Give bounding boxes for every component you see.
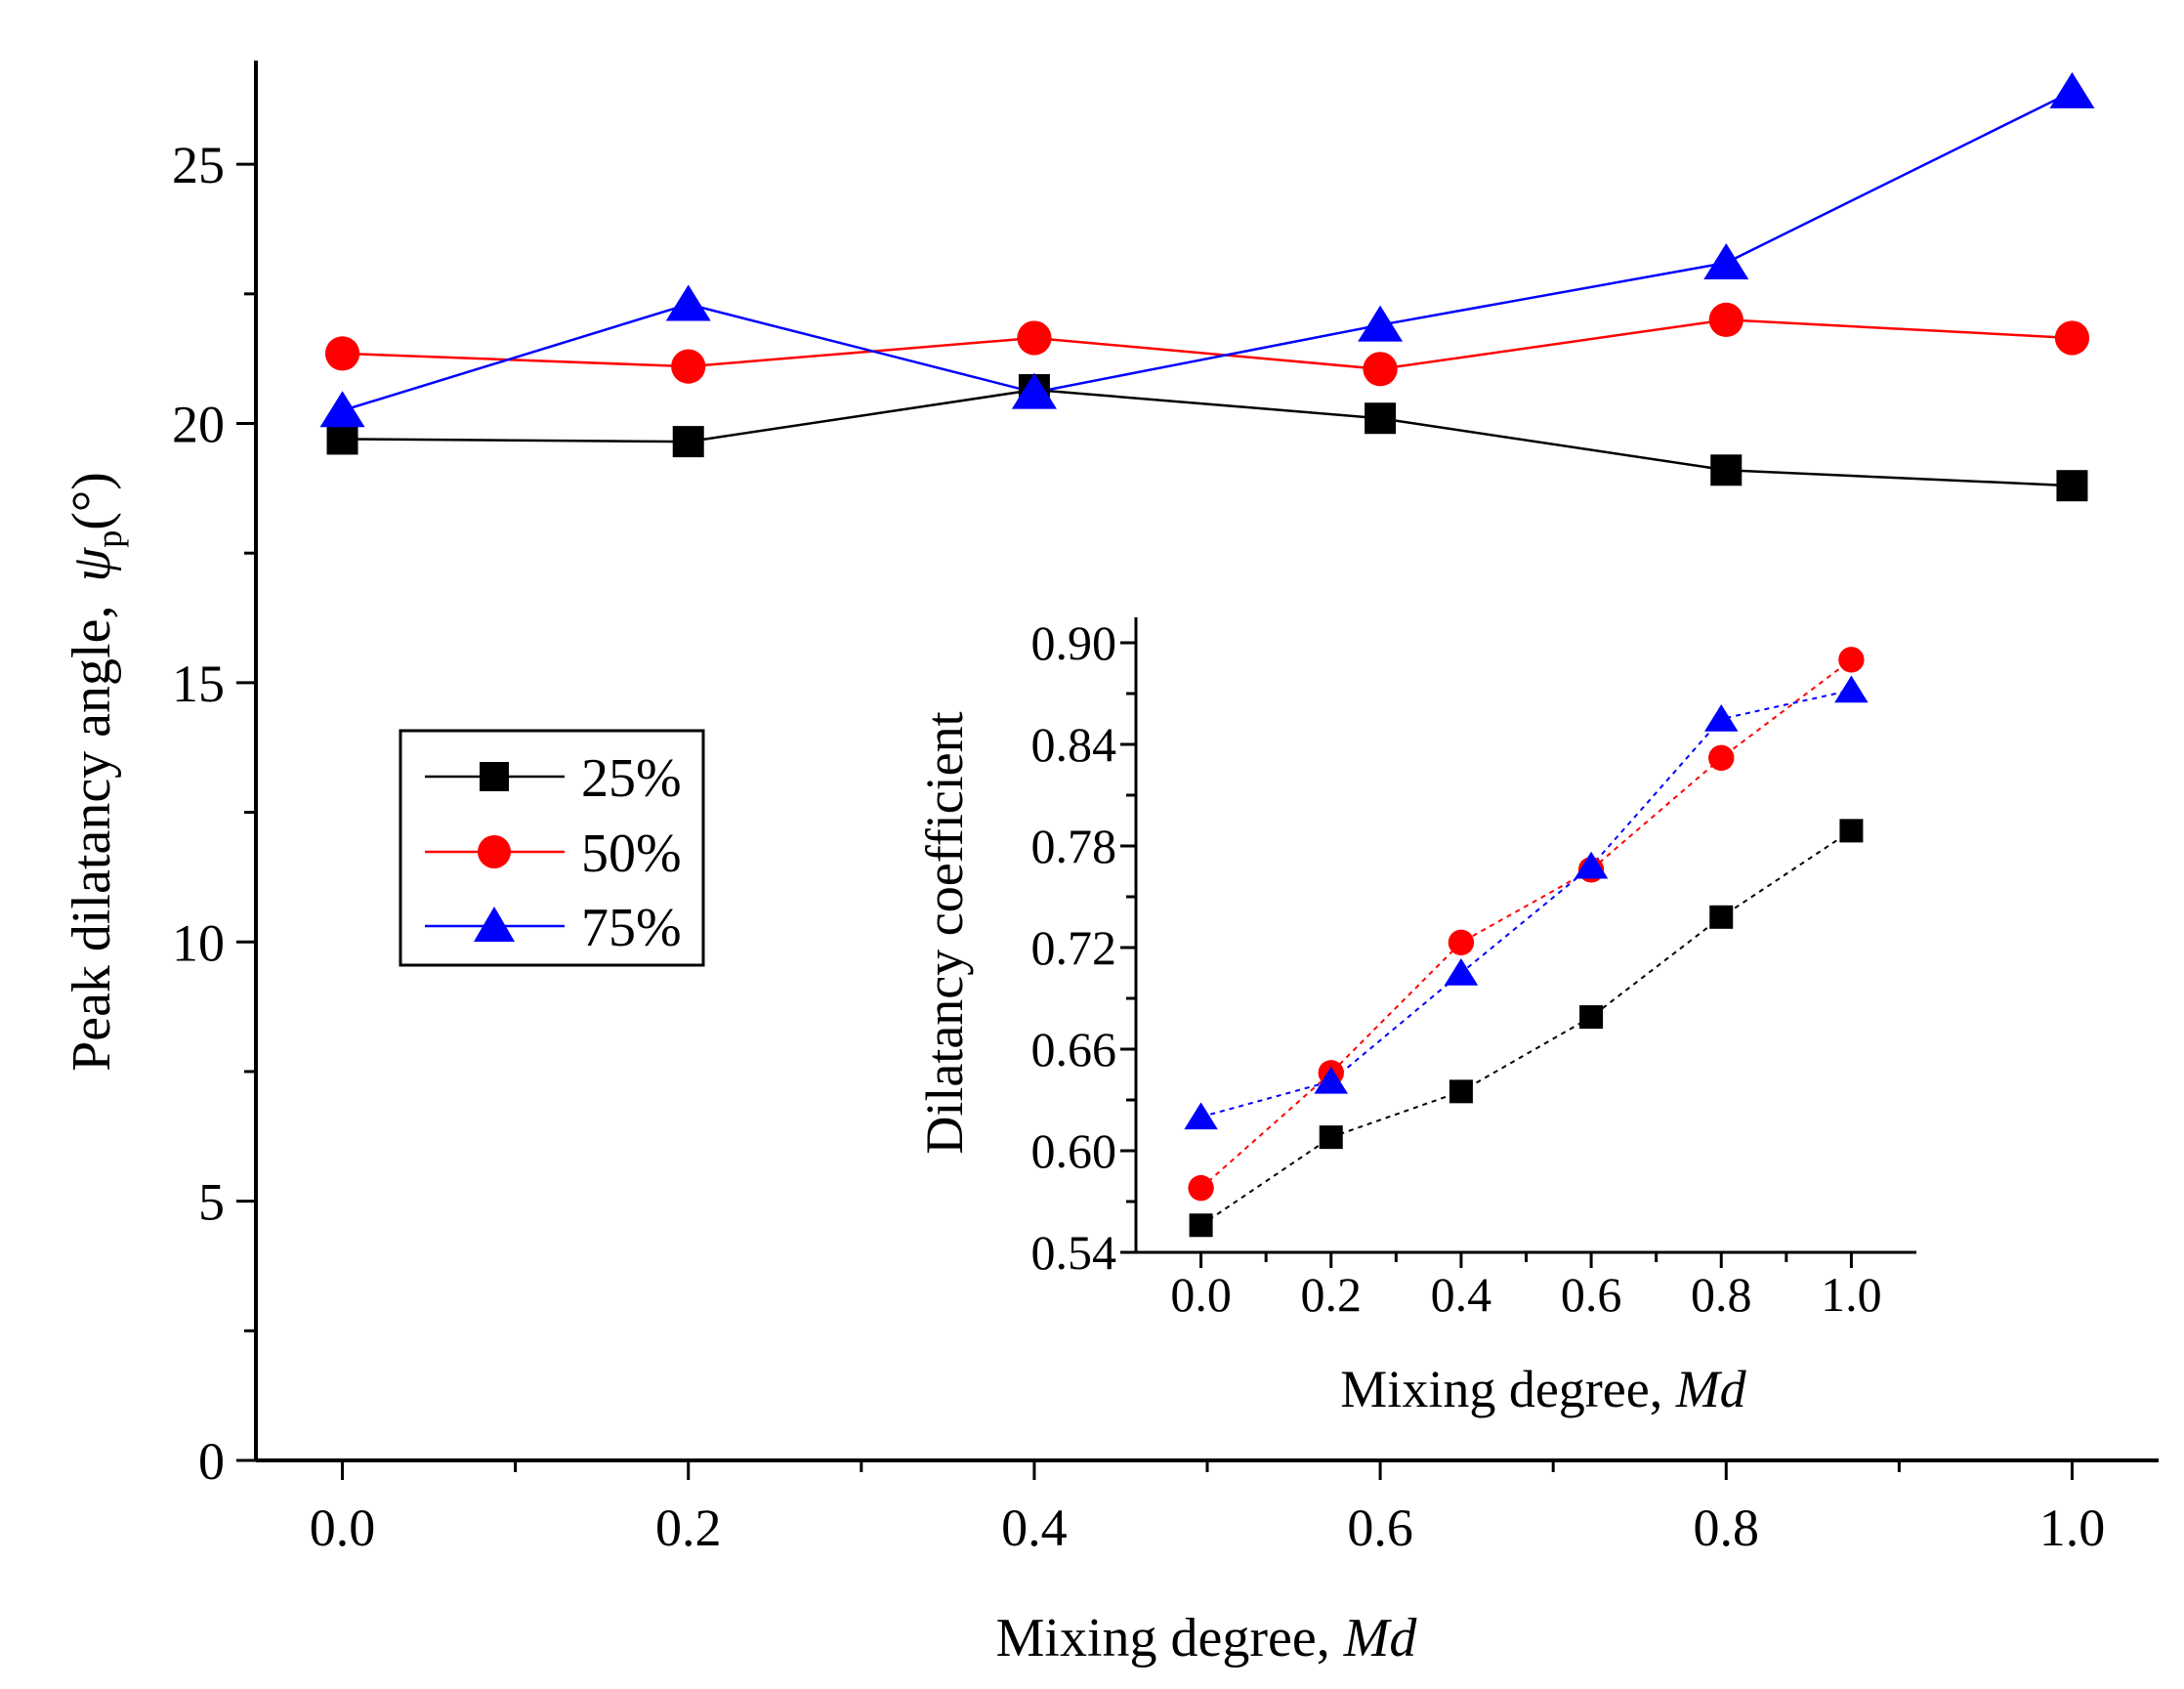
main-x-tick-label: 0.8 — [1694, 1499, 1760, 1557]
main-point-50 — [1017, 320, 1052, 356]
inset-point-50 — [1448, 929, 1475, 955]
main-x-axis-title-md: Md — [1343, 1608, 1418, 1668]
legend-label-50: 50% — [581, 823, 682, 884]
inset-y-tick-label: 0.66 — [1031, 1022, 1117, 1077]
inset-x-axis-title-md: Md — [1675, 1360, 1747, 1418]
main-point-25 — [1710, 454, 1743, 486]
legend-label-25: 25% — [581, 748, 682, 809]
main-point-50 — [1363, 352, 1398, 387]
main-x-tick-label: 0.4 — [1001, 1499, 1068, 1557]
inset-point-75 — [1574, 851, 1609, 879]
inset-x-tick-label: 0.2 — [1301, 1267, 1363, 1322]
main-chart: 0.0 0.2 0.4 0.6 0.8 1.0 0 5 10 15 20 25 Mixing degr… — [62, 61, 2159, 1668]
inset-y-tick-label: 0.90 — [1031, 615, 1117, 670]
main-series-line-50 — [342, 318, 2073, 371]
main-series-line-25 — [342, 388, 2073, 487]
main-tick-labels: 0.0 0.2 0.4 0.6 0.8 1.0 0 5 10 15 20 25 — [172, 136, 2105, 1557]
main-point-50 — [2054, 320, 2090, 356]
main-y-tick-label: 10 — [172, 913, 225, 972]
legend-marker-circle — [478, 835, 511, 868]
inset-y-axis-title: Dilatancy coefficient — [915, 711, 974, 1154]
inset-y-tick-label: 0.60 — [1031, 1123, 1117, 1178]
legend-marker-square — [480, 762, 509, 791]
inset-series-line-25 — [1200, 829, 1852, 1227]
inset-chart: 0.0 0.2 0.4 0.6 0.8 1.0 0.54 0.60 0.66 0.72 0.78 0.… — [915, 615, 1916, 1418]
inset-point-75 — [1444, 958, 1479, 986]
inset-point-75 — [1184, 1102, 1218, 1130]
inset-point-25 — [1839, 819, 1864, 843]
main-y-axis-title-unit: (°) — [62, 472, 122, 530]
inset-point-25 — [1449, 1079, 1473, 1104]
main-y-axis-title-text: Peak dilatancy angle, — [62, 606, 122, 1072]
legend-label-75: 75% — [581, 898, 682, 958]
inset-point-50 — [1708, 744, 1735, 772]
main-y-axis-title-symbol: ψ — [62, 547, 122, 582]
main-point-25 — [326, 423, 358, 455]
inset-x-tick-label: 0.0 — [1170, 1267, 1232, 1322]
inset-point-25 — [1579, 1005, 1604, 1030]
inset-tick-labels: 0.0 0.2 0.4 0.6 0.8 1.0 0.54 0.60 0.66 0.72 0.78 0.… — [1031, 615, 1882, 1322]
main-point-50 — [324, 336, 360, 371]
main-y-axis-title-subscript: p — [90, 530, 129, 548]
inset-y-tick-label: 0.72 — [1031, 920, 1117, 975]
main-x-tick-label: 1.0 — [2039, 1499, 2106, 1557]
main-point-25 — [2056, 470, 2088, 502]
inset-y-tick-label: 0.84 — [1031, 717, 1117, 772]
inset-x-tick-label: 0.8 — [1691, 1267, 1752, 1322]
main-point-75 — [1703, 242, 1749, 279]
inset-series-line-50 — [1199, 658, 1853, 1189]
inset-point-50 — [1188, 1174, 1214, 1202]
inset-series — [1184, 647, 1869, 1238]
main-x-tick-label: 0.2 — [655, 1499, 722, 1557]
main-point-25 — [672, 426, 704, 458]
inset-point-25 — [1189, 1213, 1213, 1238]
main-y-tick-label: 15 — [172, 654, 225, 713]
main-point-50 — [1708, 302, 1743, 337]
inset-point-75 — [1704, 704, 1739, 732]
main-y-axis-title: Peak dilatancy angle, ψp(°) — [62, 472, 129, 1072]
inset-y-tick-label: 0.54 — [1031, 1225, 1117, 1280]
main-series-line-75 — [342, 90, 2074, 412]
main-point-75 — [2049, 71, 2095, 108]
inset-x-axis-title: Mixing degree, Md — [1340, 1360, 1746, 1418]
inset-point-75 — [1314, 1066, 1348, 1094]
main-x-axis-title: Mixing degree, Md — [996, 1608, 1418, 1668]
inset-x-tick-label: 0.6 — [1561, 1267, 1622, 1322]
main-point-75 — [665, 284, 711, 321]
main-point-25 — [1365, 402, 1397, 435]
legend: 25% 50% 75% — [399, 729, 705, 967]
main-x-axis-title-text: Mixing degree, — [996, 1608, 1344, 1668]
inset-point-25 — [1709, 905, 1734, 929]
inset-x-tick-label: 0.4 — [1431, 1267, 1492, 1322]
main-y-tick-label: 20 — [172, 396, 225, 454]
inset-x-axis-title-text: Mixing degree, — [1340, 1360, 1675, 1418]
inset-ticks — [1120, 641, 1853, 1268]
inset-point-75 — [1834, 675, 1869, 703]
main-ticks — [236, 162, 2074, 1480]
main-x-tick-label: 0.6 — [1347, 1499, 1413, 1557]
main-point-75 — [1358, 305, 1404, 342]
main-y-tick-label: 5 — [198, 1173, 225, 1232]
main-series — [319, 71, 2095, 502]
main-x-tick-label: 0.0 — [310, 1499, 376, 1557]
inset-y-tick-label: 0.78 — [1031, 819, 1117, 873]
main-point-75 — [319, 391, 365, 428]
inset-point-50 — [1838, 647, 1865, 673]
main-y-tick-label: 0 — [198, 1432, 225, 1491]
main-point-50 — [671, 349, 706, 384]
main-y-tick-label: 25 — [172, 136, 225, 194]
main-point-75 — [1011, 372, 1057, 409]
inset-point-25 — [1319, 1125, 1343, 1150]
legend-marker-triangle — [474, 907, 515, 942]
inset-x-tick-label: 1.0 — [1821, 1267, 1882, 1322]
